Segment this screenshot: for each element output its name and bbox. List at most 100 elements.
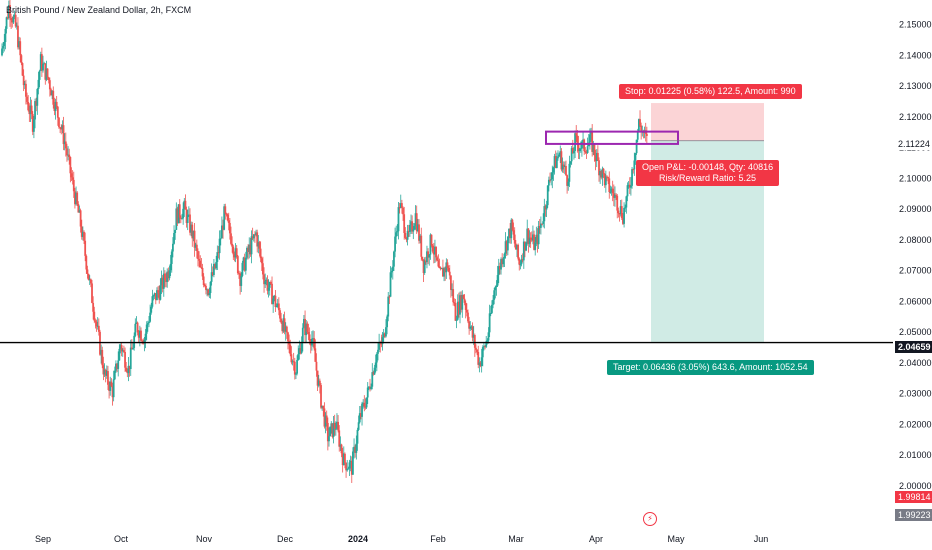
candle-body — [100, 349, 103, 355]
candle-body — [154, 293, 157, 301]
candle-body — [640, 125, 643, 133]
x-tick-label: Dec — [277, 534, 294, 544]
candle-body — [283, 318, 286, 332]
candle-body — [300, 342, 303, 354]
candle-body — [571, 148, 574, 154]
candle-body — [239, 273, 242, 286]
candle-body — [174, 229, 177, 233]
candle-body — [582, 139, 584, 142]
y-tick-label: 2.02000 — [899, 419, 932, 429]
candle-body — [453, 302, 456, 304]
candle-body — [423, 260, 426, 273]
candle-body — [2, 46, 5, 49]
candle-body — [623, 207, 625, 224]
candle-body — [512, 230, 515, 235]
candle-body — [550, 179, 553, 181]
candle-body — [432, 251, 435, 255]
candle-body — [403, 214, 406, 233]
candle-body — [617, 210, 620, 214]
candle-body — [307, 331, 310, 335]
candle-body — [214, 263, 216, 269]
candle-body — [365, 397, 368, 408]
x-axis: Sep Oct Nov Dec 2024 Feb Mar Apr May Jun — [35, 534, 768, 544]
candle-body — [149, 312, 152, 322]
candle-body — [220, 225, 223, 239]
candle-body — [119, 345, 122, 349]
candle-body — [265, 279, 268, 282]
target-label[interactable]: Target: 0.06436 (3.05%) 643.6, Amount: 1… — [607, 360, 814, 375]
candle-body — [170, 251, 173, 264]
candle-body — [565, 165, 567, 176]
candle-body — [12, 17, 15, 23]
candle-body — [388, 296, 391, 298]
candle-body — [636, 130, 639, 140]
candle-body — [103, 369, 106, 375]
candle-body — [260, 258, 263, 264]
candle-body — [619, 206, 622, 215]
candle-body — [87, 273, 90, 280]
candle-body — [333, 422, 336, 429]
candle-body — [305, 323, 308, 336]
candle-body — [554, 156, 557, 168]
stop-label[interactable]: Stop: 0.01225 (0.58%) 122.5, Amount: 990 — [619, 84, 802, 99]
candle-body — [308, 334, 311, 342]
candle-body — [494, 286, 497, 291]
candle-body — [473, 335, 476, 348]
candle-body — [303, 318, 305, 328]
candle-body — [176, 208, 179, 224]
candle-body — [415, 213, 418, 232]
candle-body — [529, 237, 532, 240]
candle-body — [31, 114, 34, 132]
y-tick-label: 2.00000 — [899, 481, 932, 491]
candle-body — [126, 371, 129, 374]
candle-body — [191, 224, 194, 239]
open-pnl-label[interactable]: Open P&L: -0.00148, Qty: 40816 Risk/Rewa… — [636, 160, 780, 186]
candle-body — [606, 176, 608, 178]
candle-body — [359, 413, 362, 417]
candle-body — [276, 303, 279, 306]
candle-body — [192, 230, 195, 239]
candle-body — [19, 41, 22, 56]
candle-body — [447, 268, 450, 272]
candle-body — [461, 294, 464, 310]
candle-body — [483, 346, 485, 348]
candle-body — [395, 232, 398, 237]
candle-body — [348, 462, 351, 469]
candle-body — [607, 177, 610, 179]
candle-body — [301, 327, 304, 343]
candle-body — [318, 380, 321, 386]
candle-body — [555, 158, 558, 168]
candle-body — [485, 341, 488, 347]
stop-zone — [651, 103, 764, 141]
candle-body — [34, 101, 36, 120]
candle-body — [36, 88, 39, 106]
candle-body — [578, 148, 581, 152]
candle-body — [263, 274, 265, 285]
candle-body — [200, 267, 203, 269]
candle-body — [476, 349, 479, 352]
candle-body — [549, 179, 551, 181]
y-tick-label: 2.01000 — [899, 450, 932, 460]
hline-price-tag: 2.04659 — [895, 341, 932, 353]
candle-body — [223, 206, 226, 230]
candle-body — [64, 141, 67, 149]
candle-body — [525, 242, 527, 251]
candle-body — [210, 272, 213, 282]
candle-body — [35, 101, 38, 106]
candle-body — [463, 298, 466, 303]
y-tick-label: 2.06000 — [899, 296, 932, 306]
candle-body — [148, 321, 150, 324]
lightning-icon[interactable]: ⚡ — [643, 512, 657, 526]
candle-body — [497, 266, 500, 276]
candlestick-series — [1, 0, 648, 483]
candle-body — [47, 77, 50, 81]
candle-body — [213, 263, 215, 275]
candle-body — [284, 326, 287, 332]
candle-body — [205, 285, 207, 290]
candle-body — [336, 421, 338, 429]
candle-body — [80, 226, 83, 237]
candle-body — [199, 260, 202, 268]
candle-body — [413, 225, 416, 230]
candle-body — [299, 348, 302, 354]
